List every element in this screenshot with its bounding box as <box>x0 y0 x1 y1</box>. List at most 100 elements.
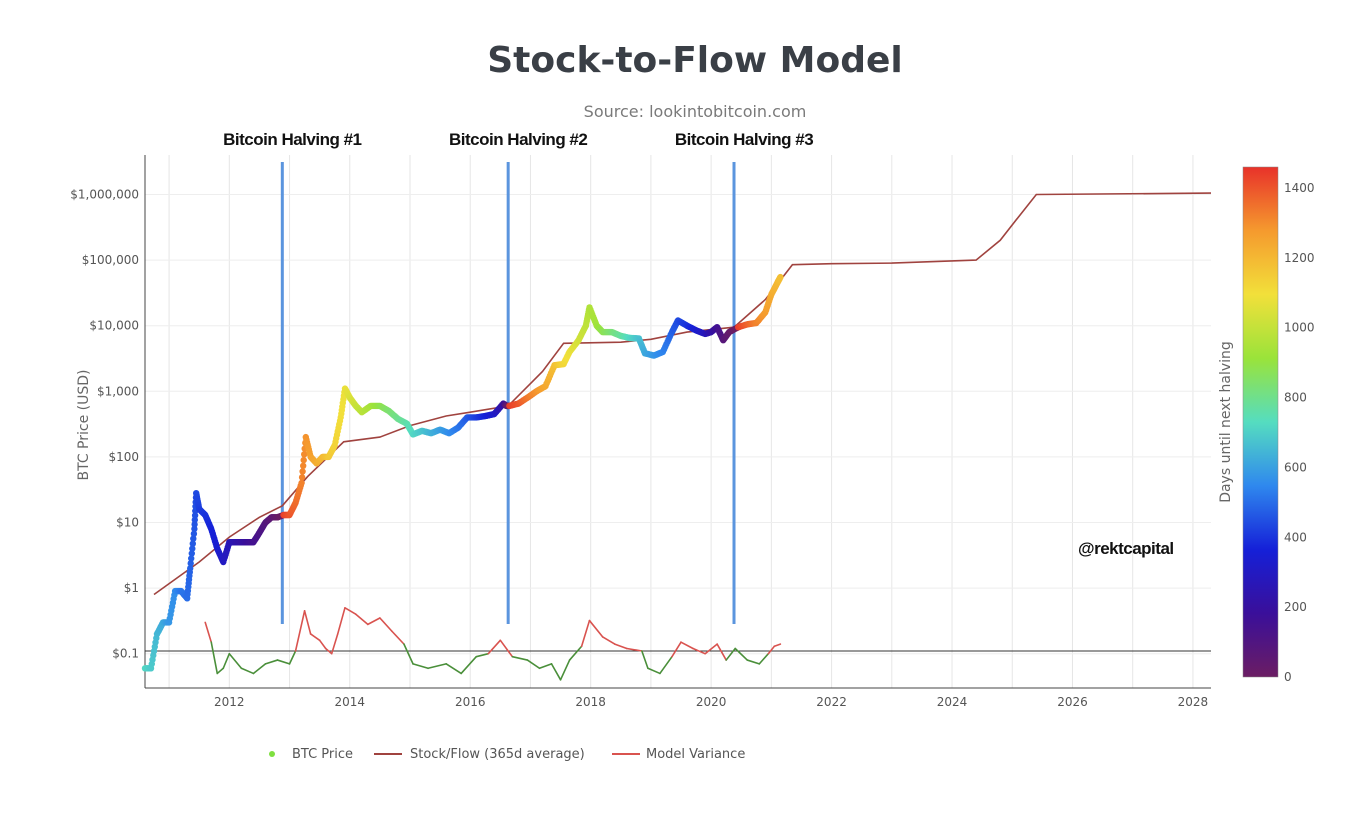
variance-segment <box>716 643 727 661</box>
variance-segment <box>288 650 297 665</box>
stock-flow-line <box>153 192 1212 596</box>
btc-price-point <box>188 555 195 562</box>
variance-segment <box>734 647 749 661</box>
btc-price-point <box>777 273 784 281</box>
variance-segment <box>412 663 429 670</box>
btc-price-point <box>190 530 198 537</box>
variance-segment <box>526 659 541 670</box>
x-tick-label: 2028 <box>1178 695 1209 709</box>
variance-segment <box>324 647 333 655</box>
variance-segment <box>671 641 682 658</box>
variance-segment <box>626 647 643 652</box>
variance-segment <box>725 647 737 661</box>
variance-segment <box>445 663 462 675</box>
x-axis-ticks: 2012 2014 2016 2018 2020 2022 2024 2026 2028 <box>214 695 1208 709</box>
halving-label: Bitcoin Halving #3 <box>675 130 813 149</box>
x-tick-label: 2012 <box>214 695 245 709</box>
y-tick-label: $100,000 <box>82 253 139 267</box>
btc-price-point <box>187 565 194 572</box>
variance-segment <box>659 655 673 675</box>
x-tick-label: 2024 <box>937 695 968 709</box>
colorbar-title: Days until next halving <box>1218 341 1234 503</box>
y-axis-title: BTC Price (USD) <box>76 369 92 480</box>
variance-segment <box>216 667 225 675</box>
y-tick-label: $100 <box>108 450 139 464</box>
variance-segment <box>252 663 267 675</box>
btc-price-point <box>298 474 306 481</box>
x-tick-label: 2026 <box>1057 695 1088 709</box>
x-tick-label: 2022 <box>816 695 847 709</box>
btc-price-point <box>300 462 307 469</box>
colorbar-scale <box>1242 166 1279 678</box>
y-tick-label: $10,000 <box>89 319 139 333</box>
variance-segment <box>367 617 381 626</box>
variance-segment <box>767 645 776 655</box>
variance-segment <box>647 667 661 675</box>
variance-segment <box>460 655 478 675</box>
btc-price-series <box>141 273 784 672</box>
variance-segment <box>379 617 393 633</box>
variance-segment <box>746 659 761 665</box>
variance-segment <box>550 663 562 681</box>
legend-item-label: Model Variance <box>646 747 745 762</box>
y-tick-label: $1,000,000 <box>70 187 139 201</box>
halving-label: Bitcoin Halving #1 <box>223 130 361 149</box>
variance-segment <box>276 659 291 665</box>
variance-segment <box>344 607 357 616</box>
variance-segment <box>601 636 616 645</box>
variance-segment <box>403 643 414 665</box>
variance-segment <box>692 647 706 655</box>
variance-segment <box>475 652 490 658</box>
btc-price-point <box>188 550 195 557</box>
variance-segment <box>580 619 591 648</box>
x-tick-label: 2016 <box>455 695 486 709</box>
stock-flow-series <box>153 192 1212 596</box>
colorbar-tick-label: 1400 <box>1284 181 1315 195</box>
variance-segment <box>704 643 718 655</box>
variance-segment <box>354 613 369 626</box>
variance-segment <box>264 659 279 665</box>
variance-segment <box>641 650 649 670</box>
y-tick-label: $1,000 <box>97 384 139 398</box>
variance-segment <box>303 610 312 635</box>
x-tick-label: 2014 <box>334 695 365 709</box>
y-tick-label: $1 <box>124 581 139 595</box>
btc-price-point <box>298 479 305 487</box>
variance-segment <box>391 630 405 645</box>
btc-price-point <box>191 521 198 528</box>
variance-segment <box>427 663 447 670</box>
btc-price-point <box>190 535 197 542</box>
y-axis-ticks: $1,000,000 $100,000 $10,000 $1,000 $100 $10 $1… <box>70 187 139 660</box>
grid-lines <box>145 155 1211 688</box>
btc-price-point <box>191 525 198 533</box>
colorbar-tick-label: 1000 <box>1284 321 1315 335</box>
y-tick-label: $10 <box>116 515 139 529</box>
legend: BTC Price Stock/Flow (365d average) Model … <box>269 747 745 762</box>
legend-swatch-btc-price <box>269 751 275 757</box>
legend-item-label: Stock/Flow (365d average) <box>410 747 585 762</box>
variance-segment <box>511 655 529 661</box>
colorbar-tick-label: 800 <box>1284 391 1307 405</box>
model-variance-series <box>145 607 1211 681</box>
variance-segment <box>588 619 604 638</box>
btc-price-point <box>299 468 306 475</box>
btc-price-point <box>191 512 199 519</box>
variance-segment <box>318 639 327 650</box>
variance-segment <box>680 641 694 650</box>
variance-segment <box>487 639 502 655</box>
colorbar-tick-label: 400 <box>1284 530 1307 544</box>
chart-subtitle: Source: lookintobitcoin.com <box>583 102 807 121</box>
y-tick-label: $0.1 <box>112 647 139 661</box>
legend-item-label: BTC Price <box>292 747 353 762</box>
btc-price-point <box>300 456 307 464</box>
variance-segment <box>222 652 231 670</box>
btc-price-point <box>301 451 308 458</box>
variance-segment <box>336 607 346 635</box>
variance-segment <box>758 652 770 665</box>
variance-segment <box>204 621 213 643</box>
colorbar-tick-label: 200 <box>1284 600 1307 614</box>
colorbar: 0 200 400 600 800 1000 1200 1400 <box>1242 166 1315 684</box>
colorbar-tick-label: 0 <box>1284 670 1292 684</box>
btc-price-point <box>189 540 196 547</box>
variance-segment <box>499 639 514 658</box>
